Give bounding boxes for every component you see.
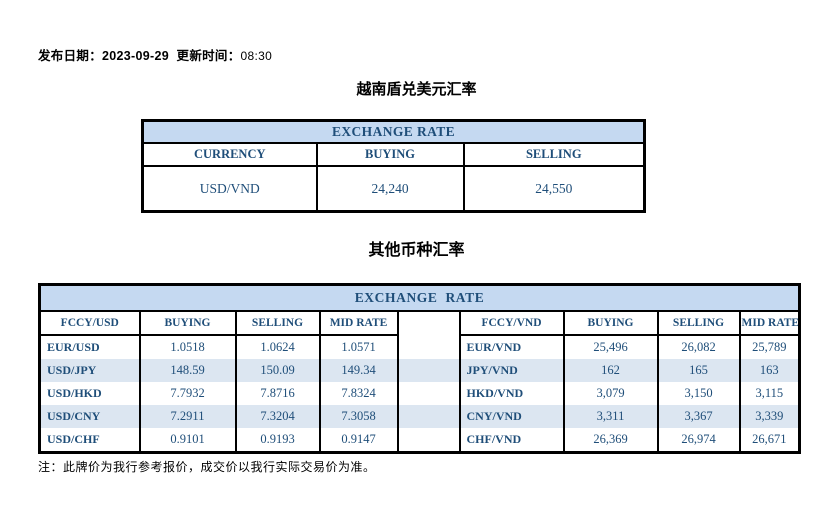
selling-rate-cell: 3,150 — [656, 382, 741, 405]
col-header-midrate-right: MID RATE — [738, 311, 801, 336]
currency-pair-cell: USD/CNY — [38, 405, 141, 428]
exchange-rate-header: EXCHANGE RATE — [38, 284, 801, 312]
table-row: USD/CHF 0.9101 0.9193 0.9147 CHF/VND 26,… — [38, 428, 801, 453]
col-header-currency: CURRENCY — [141, 142, 318, 167]
disclaimer-note: 注：此牌价为我行参考报价，成交价以我行实际交易价为准。 — [38, 460, 376, 474]
selling-rate-cell: 150.09 — [234, 359, 321, 382]
other-rates-table: EXCHANGE RATE FCCY/USD BUYING SELLING MI… — [38, 283, 802, 454]
table-row: USD/JPY 148.59 150.09 149.34 JPY/VND 162… — [38, 359, 801, 382]
selling-rate-cell: 7.3204 — [234, 405, 321, 428]
publish-info: 发布日期：2023-09-29 更新时间：08:30 — [38, 45, 272, 64]
currency-pair-cell: HKD/VND — [458, 382, 565, 405]
buying-rate-cell: 3,079 — [562, 382, 659, 405]
exchange-rate-header: EXCHANGE RATE — [141, 119, 646, 144]
currency-pair-cell: USD/VND — [141, 165, 318, 213]
buying-rate-cell: 24,240 — [315, 165, 465, 213]
col-header-selling: SELLING — [462, 142, 646, 167]
buying-rate-cell: 25,496 — [562, 335, 659, 359]
table-row: USD/HKD 7.7932 7.8716 7.8324 HKD/VND 3,0… — [38, 382, 801, 405]
publish-date-value: 2023-09-29 — [102, 49, 169, 63]
table-row: USD/CNY 7.2911 7.3204 7.3058 CNY/VND 3,3… — [38, 405, 801, 428]
mid-rate-cell: 7.8324 — [318, 382, 399, 405]
mid-rate-cell: 3,339 — [738, 405, 801, 428]
mid-rate-cell: 25,789 — [738, 335, 801, 359]
col-header-midrate-left: MID RATE — [318, 311, 399, 336]
col-header-buying: BUYING — [315, 142, 465, 167]
selling-rate-cell: 3,367 — [656, 405, 741, 428]
table-row: USD/VND 24,240 24,550 — [141, 165, 646, 213]
selling-rate-cell: 26,082 — [656, 335, 741, 359]
buying-rate-cell: 7.7932 — [138, 382, 237, 405]
table-row: EUR/USD 1.0518 1.0624 1.0571 EUR/VND 25,… — [38, 335, 801, 359]
col-header-selling-left: SELLING — [234, 311, 321, 336]
col-header-fccy-usd: FCCY/USD — [38, 311, 141, 336]
selling-rate-cell: 165 — [656, 359, 741, 382]
currency-pair-cell: CNY/VND — [458, 405, 565, 428]
currency-pair-cell: CHF/VND — [458, 428, 565, 453]
buying-rate-cell: 1.0518 — [138, 335, 237, 359]
table-header-row: EXCHANGE RATE — [38, 284, 801, 312]
selling-rate-cell: 7.8716 — [234, 382, 321, 405]
gap-cell — [396, 382, 461, 405]
selling-rate-cell: 26,974 — [656, 428, 741, 453]
gap-cell — [396, 335, 461, 359]
mid-rate-cell: 26,671 — [738, 428, 801, 453]
mid-rate-cell: 3,115 — [738, 382, 801, 405]
buying-rate-cell: 26,369 — [562, 428, 659, 453]
buying-rate-cell: 0.9101 — [138, 428, 237, 453]
table-header-row: EXCHANGE RATE — [141, 119, 646, 144]
currency-pair-cell: USD/JPY — [38, 359, 141, 382]
buying-rate-cell: 3,311 — [562, 405, 659, 428]
mid-rate-cell: 149.34 — [318, 359, 399, 382]
usd-vnd-rate-table: EXCHANGE RATE CURRENCY BUYING SELLING US… — [141, 119, 647, 213]
selling-rate-cell: 1.0624 — [234, 335, 321, 359]
col-header-selling-right: SELLING — [656, 311, 741, 336]
update-time-value: 08:30 — [240, 49, 273, 63]
publish-date-label: 发布日期： — [38, 49, 103, 63]
other-section-title: 其他币种汇率 — [368, 242, 465, 259]
mid-rate-cell: 0.9147 — [318, 428, 399, 453]
gap-cell — [396, 359, 461, 382]
selling-rate-cell: 24,550 — [462, 165, 646, 213]
buying-rate-cell: 162 — [562, 359, 659, 382]
col-header-fccy-vnd: FCCY/VND — [458, 311, 565, 336]
currency-pair-cell: JPY/VND — [458, 359, 565, 382]
gap-cell — [396, 405, 461, 428]
column-header-row: CURRENCY BUYING SELLING — [141, 142, 646, 167]
mid-rate-cell: 1.0571 — [318, 335, 399, 359]
currency-pair-cell: USD/HKD — [38, 382, 141, 405]
update-time-label: 更新时间： — [168, 49, 241, 63]
col-header-buying-right: BUYING — [562, 311, 659, 336]
currency-pair-cell: EUR/VND — [458, 335, 565, 359]
mid-rate-cell: 163 — [738, 359, 801, 382]
column-header-row: FCCY/USD BUYING SELLING MID RATE FCCY/VN… — [38, 311, 801, 336]
currency-pair-cell: USD/CHF — [38, 428, 141, 453]
currency-pair-cell: EUR/USD — [38, 335, 141, 359]
gap-cell — [396, 311, 461, 335]
usd-section-title: 越南盾兑美元汇率 — [356, 81, 477, 98]
gap-cell — [396, 428, 461, 453]
buying-rate-cell: 148.59 — [138, 359, 237, 382]
col-header-buying-left: BUYING — [138, 311, 237, 336]
selling-rate-cell: 0.9193 — [234, 428, 321, 453]
mid-rate-cell: 7.3058 — [318, 405, 399, 428]
buying-rate-cell: 7.2911 — [138, 405, 237, 428]
